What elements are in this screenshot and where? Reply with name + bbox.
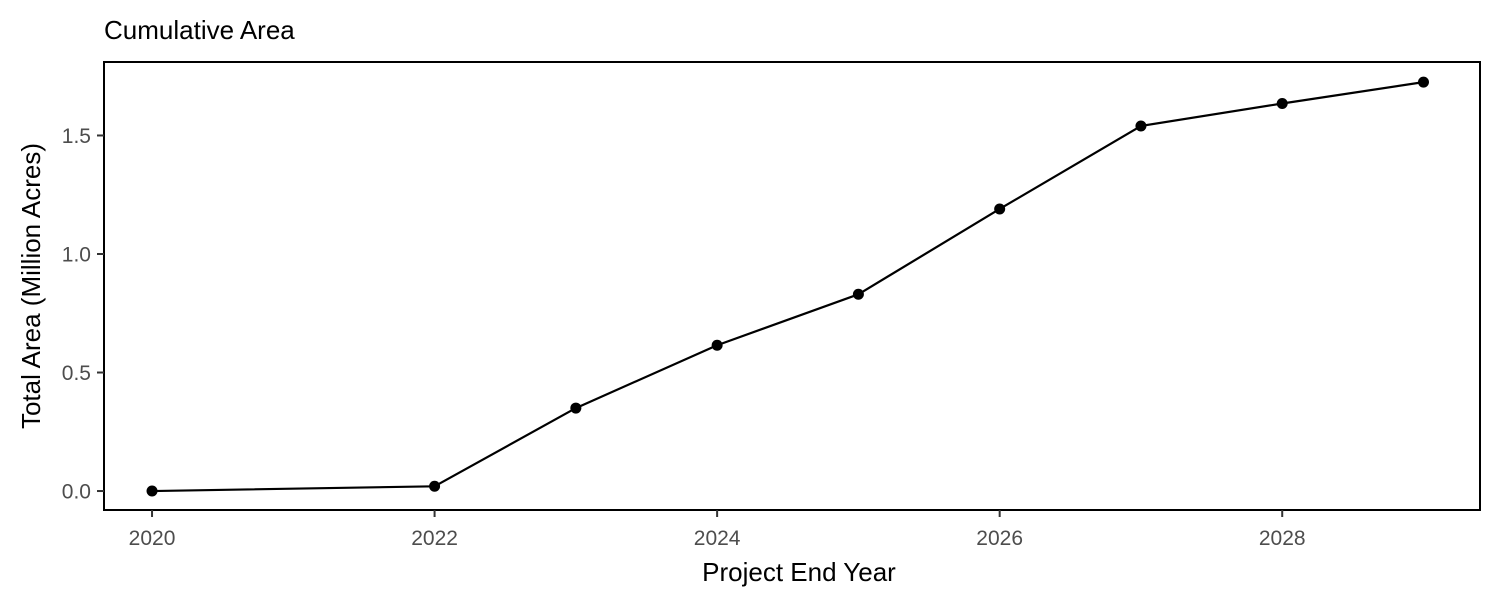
data-point <box>1135 120 1147 132</box>
x-axis-title: Project End Year <box>702 557 896 587</box>
y-axis: 0.0 0.5 1.0 1.5 <box>62 125 104 504</box>
data-point <box>1276 97 1288 109</box>
data-point <box>146 485 158 497</box>
plot-panel <box>103 61 1481 511</box>
x-tick-label: 2028 <box>1259 527 1306 550</box>
data-point <box>852 288 864 300</box>
data-point <box>1417 76 1429 88</box>
y-tick-label: 0.0 <box>62 481 91 504</box>
chart-title: Cumulative Area <box>104 15 295 45</box>
y-tick-label: 1.5 <box>62 125 91 148</box>
data-point <box>570 402 582 414</box>
data-point <box>429 480 441 492</box>
x-tick-label: 2024 <box>694 527 741 550</box>
data-points <box>146 76 1429 497</box>
x-tick-label: 2026 <box>976 527 1023 550</box>
y-axis-title: Total Area (Million Acres) <box>16 143 46 429</box>
data-point <box>711 339 723 351</box>
y-tick-label: 1.0 <box>62 244 91 267</box>
x-axis: 2020 2022 2024 2026 2028 <box>129 510 1306 550</box>
x-tick-label: 2020 <box>129 527 176 550</box>
data-point <box>994 203 1006 215</box>
y-tick-label: 0.5 <box>62 362 91 385</box>
x-tick-label: 2022 <box>411 527 458 550</box>
